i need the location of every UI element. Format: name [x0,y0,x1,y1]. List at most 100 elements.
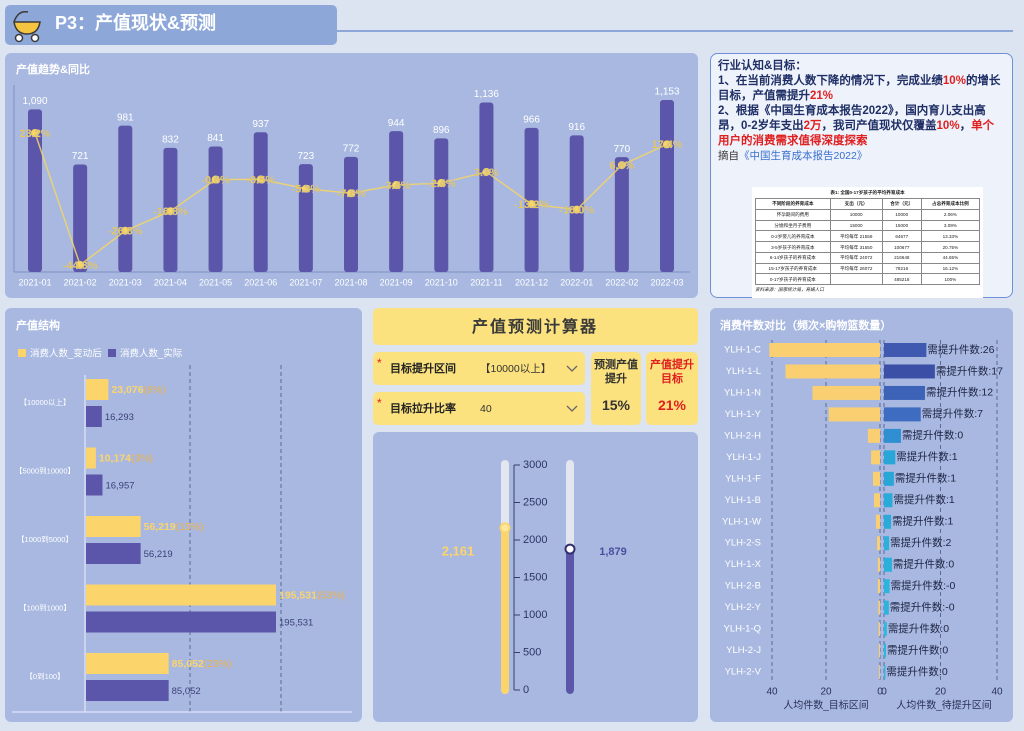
bar [389,131,404,272]
yoy-label: -5.3% [291,184,320,196]
chevron[interactable] [566,365,578,372]
required-mark: * [377,356,382,370]
table-cell: 2.06% [920,208,981,221]
bar [878,600,880,615]
yoy-point [482,167,491,176]
header-cell: 支出（元） [829,198,883,210]
bar [86,474,103,496]
table-cell: 平均每年 26072 [829,262,883,275]
bar-label: 56,219 [144,549,173,560]
note-text: 2、根据《中国生育成本报告2022》，国内育儿支出高昂，0-2岁年支出 [718,105,986,132]
value-label: 195,531 [279,589,317,601]
category-label: YLH-1-N [724,387,761,398]
field-box[interactable] [373,392,585,425]
table-cell: 13.33% [920,230,981,243]
yoy-point [527,200,536,209]
cost-table: 表1: 全国0-17岁孩子的平均养育成本 不同阶段的养育成本 支出（元） 合计（元）… [752,187,983,298]
yoy-point [301,184,310,193]
bar [208,146,223,272]
gauge-handle [564,543,576,555]
bar [434,138,449,272]
yoy-label: 6.8% [609,160,634,172]
field-value[interactable]: 40 [480,403,492,415]
bar-label: 721 [72,151,89,162]
result-label: 预测产值提升 [594,359,638,385]
logo-icon [13,10,41,43]
bar-label: 1,136 [474,89,499,100]
gauge-handle [499,522,511,534]
bar [86,543,141,564]
yoy-point [31,129,39,137]
y-tick-label: 0 [523,684,529,696]
x-tick-label: 2021-07 [289,277,322,287]
chart-title: 产值结构 [16,318,60,332]
result-value: 21% [657,397,687,413]
gauge-value: 1,879 [599,546,627,558]
bar-label: 772 [343,143,360,154]
x-tick-label: 2021-11 [470,277,502,287]
bar-label: 944 [388,118,405,129]
x-axis-title: 人均件数_目标区间 [783,699,869,712]
yoy-label: -16.8% [153,206,188,218]
bar-annotation: 需提升件数:26 [927,343,994,356]
bar-annotation: 需提升件数:0 [888,622,949,635]
x-tick-label: 0 [877,687,883,698]
chevron[interactable] [566,405,578,412]
bar [875,514,880,529]
x-tick-label: 40 [991,687,1003,698]
value-label: 10,174 [99,452,131,464]
bar [86,379,109,400]
bar [878,622,880,637]
result-label: 产值提升目标 [650,359,694,385]
bar [86,447,96,469]
bar [298,164,313,272]
note-title: 行业认知&目标： [718,60,807,72]
table-cell: 100% [920,273,981,286]
x-tick-label: 40 [766,687,778,698]
yoy-point [437,179,446,188]
bar [884,600,889,615]
bar [785,364,880,379]
legend-label: 消费人数_变动后 [30,348,102,360]
bar-label: 1,090 [22,96,47,107]
yoy-label: -44.3% [63,260,98,272]
source-link[interactable]: 《中国生育成本报告2022》 [739,150,868,162]
result-box: 预测产值提升 15% [591,352,641,425]
bar-annotation: 需提升件数:12 [926,386,993,399]
bar [884,514,892,529]
field-box[interactable] [373,352,585,385]
category-label: YLH-1-Q [724,624,761,635]
category-label: YLH-2-J [726,645,761,656]
category-label: YLH-2-B [725,581,761,592]
yoy-point [572,205,581,214]
table-row: 3-5岁孩子的养育成本 平均每年 31550 100677 20.75% [755,241,981,253]
y-tick-label: 3000 [523,459,547,471]
category-label: YLH-2-Y [725,602,762,613]
yoy-label: -0.6% [201,174,230,186]
bar [871,450,880,465]
yoy-label: -7.6% [337,188,366,200]
gauge-value: 2,161 [442,543,475,558]
bar [73,164,88,272]
yoy-label: -26.8% [108,226,143,238]
table-cell: 78216 [881,262,922,275]
table-cell: 分娩和坐月子费用 [755,219,831,232]
bar-label: 85,052 [172,686,201,697]
bar [884,407,921,422]
note-text: ，我司产值现状仅覆盖 [821,120,937,132]
bar-label: 195,531(53%) [279,589,345,601]
bar [884,536,890,551]
x-tick-label: 20 [935,687,947,698]
table-cell: 10000 [881,208,922,221]
bar [884,665,886,680]
bar [884,343,927,357]
bar [877,579,880,594]
category-label: 【1000到5000】 [17,535,73,544]
chart-title: 消费件数对比（频次×购物篮数量） [720,318,891,332]
note-text: 的增长目标，产值需提升 [718,75,1001,102]
value-label: 23,076 [111,384,143,396]
bar-label: 23,076(6%) [111,384,165,396]
x-tick-label: 0 [881,687,887,698]
bar [884,385,925,400]
field-value[interactable]: 【10000以上】 [480,363,551,375]
